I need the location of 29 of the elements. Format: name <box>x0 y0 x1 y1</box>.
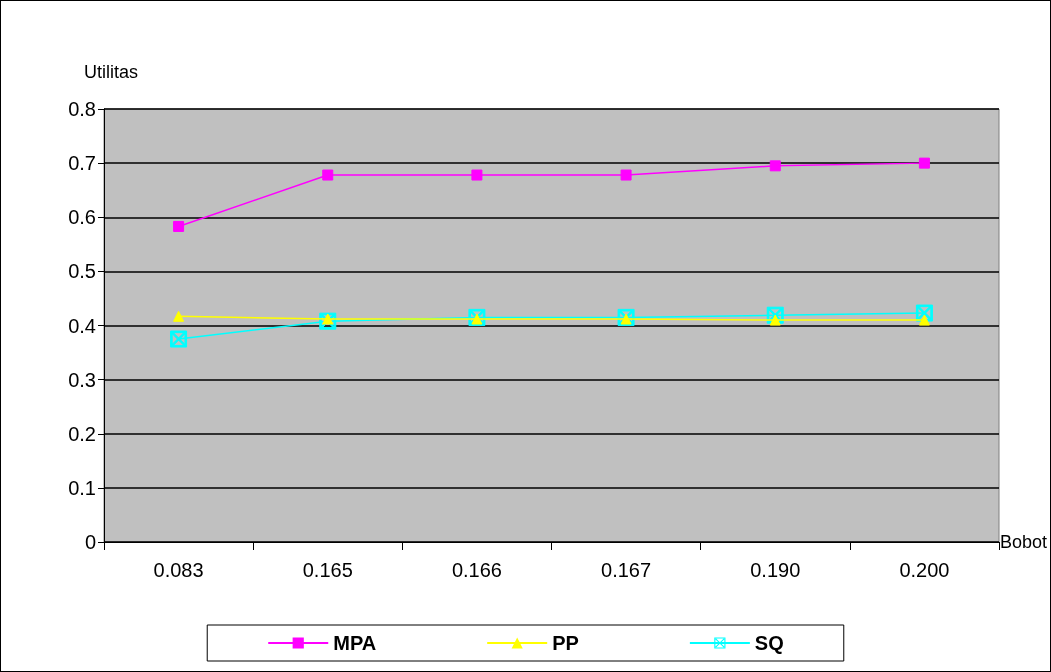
legend-label: SQ <box>754 632 784 654</box>
y-axis-title: Utilitas <box>84 62 139 82</box>
point <box>918 314 930 326</box>
y-tick-label: 0.7 <box>68 152 96 175</box>
y-tick-label: 0.2 <box>68 422 96 445</box>
point <box>471 169 483 181</box>
y-tick-label: 0 <box>84 531 96 553</box>
x-tick-label: 0.165 <box>302 559 353 581</box>
y-tick-label: 0.5 <box>68 260 96 283</box>
x-tick-label: 0.190 <box>750 559 801 581</box>
y-tick-label: 0.8 <box>68 98 96 120</box>
point <box>170 330 188 348</box>
legend-label: MPA <box>333 632 377 654</box>
x-axis-title: Bobot <box>999 532 1047 552</box>
y-tick-label: 0.3 <box>68 368 96 391</box>
point <box>173 220 185 232</box>
legend-label: PP <box>552 632 579 654</box>
x-tick-label: 0.200 <box>899 559 950 581</box>
y-tick-label: 0.1 <box>68 476 96 499</box>
point <box>918 157 930 169</box>
x-tick-label: 0.166 <box>451 559 502 581</box>
point <box>322 169 334 181</box>
x-tick-label: 0.083 <box>153 559 204 581</box>
y-tick-label: 0.4 <box>68 314 96 337</box>
point <box>620 169 632 181</box>
y-tick-label: 0.6 <box>68 206 96 229</box>
x-tick-label: 0.167 <box>601 559 652 581</box>
point <box>173 310 185 322</box>
point <box>769 160 781 172</box>
